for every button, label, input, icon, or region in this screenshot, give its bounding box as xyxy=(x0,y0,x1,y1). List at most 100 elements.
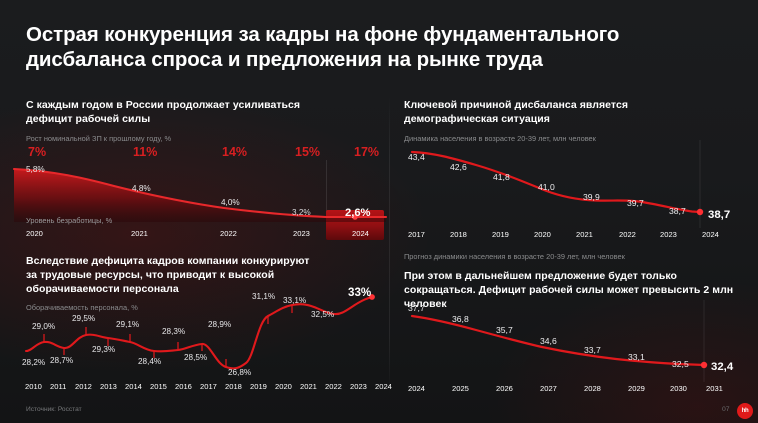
axis-tick: 2023 xyxy=(660,230,677,239)
panel-demography: Ключевой причиной дисбаланса является де… xyxy=(404,99,744,144)
axis-tick-highlight: 2024 xyxy=(702,230,719,239)
forecast-label-2031: 32,4 xyxy=(711,361,734,373)
forecast-endpoint-2031 xyxy=(700,361,708,369)
turnover-label-2010: 28,2% xyxy=(22,358,46,367)
axis-tick: 2025 xyxy=(452,384,469,393)
demography-label-2023: 38,7 xyxy=(669,206,686,216)
axis-tick: 2019 xyxy=(250,382,267,391)
unemployment-label-2024: 2,6% xyxy=(345,207,371,219)
panel-turnover: Вследствие дефицита кадров компании конк… xyxy=(26,255,384,312)
axis-tick: 2013 xyxy=(100,382,117,391)
panel-subtitle-demography: Динамика населения в возрасте 20-39 лет,… xyxy=(404,133,596,143)
chart-turnover xyxy=(24,294,375,370)
axis-tick: 2018 xyxy=(225,382,242,391)
demography-label-2021: 39,9 xyxy=(583,192,600,202)
source-note: Источник: Росстат xyxy=(26,406,82,413)
axis-tick: 2022 xyxy=(325,382,342,391)
axis-tick: 2020 xyxy=(275,382,292,391)
wage-growth-2021: 11% xyxy=(133,145,158,159)
demography-label-2019: 41,8 xyxy=(493,172,510,182)
wage-growth-2023: 15% xyxy=(295,145,321,159)
turnover-label-2018: 28,5% xyxy=(184,353,208,362)
turnover-label-2011: 29,0% xyxy=(32,322,56,331)
turnover-label-2016: 28,4% xyxy=(138,357,162,366)
axis-tick: 2022 xyxy=(619,230,636,239)
turnover-label-2013: 29,5% xyxy=(72,314,96,323)
turnover-label-2012: 28,7% xyxy=(50,356,74,365)
panel-wage-unemployment: С каждым годом в России продолжает усили… xyxy=(26,99,384,244)
demography-label-2024: 38,7 xyxy=(708,209,731,221)
highlight-divider-2024 xyxy=(326,160,327,212)
turnover-label-2020: 26,8% xyxy=(228,368,252,377)
unemployment-label-2020: 5,8% xyxy=(26,165,45,174)
axis-tick: 2012 xyxy=(75,382,92,391)
axis-tick: 2016 xyxy=(175,382,192,391)
unemployment-line xyxy=(12,167,388,219)
axis-tick: 2022 xyxy=(220,229,237,238)
axis-tick: 2020 xyxy=(534,230,551,239)
forecast-label-2025: 36,8 xyxy=(452,314,469,324)
turnover-label-2019: 28,9% xyxy=(208,320,232,329)
page-title: Острая конкуренция за кадры на фоне фунд… xyxy=(26,23,620,72)
unemployment-area xyxy=(14,169,386,222)
page-number: 07 xyxy=(722,406,730,413)
turnover-label-2017: 28,3% xyxy=(162,327,186,336)
chart-demography xyxy=(410,140,704,228)
unemployment-label-2021: 4,8% xyxy=(132,184,151,193)
wage-growth-2024: 17% xyxy=(354,145,380,159)
axis-tick: 2021 xyxy=(576,230,593,239)
axis-tick: 2023 xyxy=(293,229,310,238)
turnover-label-2023: 32,5% xyxy=(311,310,335,319)
axis-tick: 2021 xyxy=(300,382,317,391)
panel-subtitle-turnover: Оборачиваемость персонала, % xyxy=(26,302,138,312)
forecast-label-2028: 33,7 xyxy=(584,345,601,355)
axis-tick-highlight: 2024 xyxy=(375,382,392,391)
demography-endpoint-2024 xyxy=(696,208,704,216)
turnover-label-2015: 29,1% xyxy=(116,320,140,329)
panel-forecast: Прогноз динамики населения в возрасте 20… xyxy=(404,252,744,311)
forecast-line xyxy=(410,314,706,367)
wage-growth-2022: 14% xyxy=(222,145,248,159)
turnover-label-2022: 33,1% xyxy=(283,296,307,305)
axis-tick: 2028 xyxy=(584,384,601,393)
demography-label-2022: 39,7 xyxy=(627,198,644,208)
chart-unemployment xyxy=(12,167,388,222)
chart-forecast xyxy=(410,300,708,382)
demography-line xyxy=(410,150,702,214)
demography-label-2018: 42,6 xyxy=(450,162,467,172)
axis-tick: 2019 xyxy=(492,230,509,239)
panel-subtitle-wage-growth: Рост номинальной ЗП к прошлому году, % xyxy=(26,133,172,143)
demography-label-2017: 43,4 xyxy=(408,152,425,162)
axis-tick: 2021 xyxy=(131,229,148,238)
panel-heading-demography: Ключевой причиной дисбаланса является де… xyxy=(404,99,629,125)
wage-growth-2020: 7% xyxy=(28,145,47,159)
turnover-label-2014: 29,3% xyxy=(92,345,116,354)
axis-tick: 2027 xyxy=(540,384,557,393)
forecast-label-2030: 32,5 xyxy=(672,359,689,369)
axis-tick: 2010 xyxy=(25,382,42,391)
forecast-label-2027: 34,6 xyxy=(540,336,557,346)
turnover-label-2024: 33% xyxy=(348,286,372,299)
axis-tick-highlight: 2031 xyxy=(706,384,723,393)
forecast-label-2024: 37,7 xyxy=(408,303,425,313)
axis-tick: 2017 xyxy=(200,382,217,391)
panel-heading-turnover: Вследствие дефицита кадров компании конк… xyxy=(26,255,310,295)
turnover-label-2021: 31,1% xyxy=(252,292,276,301)
turnover-endpoint-2024 xyxy=(369,294,375,300)
axis-tick: 2026 xyxy=(496,384,513,393)
axis-tick: 2017 xyxy=(408,230,425,239)
panel-heading-wage-unemployment: С каждым годом в России продолжает усили… xyxy=(26,99,301,125)
axis-tick: 2014 xyxy=(125,382,142,391)
axis-tick: 2018 xyxy=(450,230,467,239)
axis-tick: 2023 xyxy=(350,382,367,391)
axis-tick: 2015 xyxy=(150,382,167,391)
unemployment-label-2023: 3,2% xyxy=(292,208,311,217)
axis-tick-highlight: 2024 xyxy=(352,229,369,238)
axis-tick: 2024 xyxy=(408,384,425,393)
panel-heading-forecast: При этом в дальнейшем предложение будет … xyxy=(404,269,734,310)
panel-subtitle-forecast: Прогноз динамики населения в возрасте 20… xyxy=(404,252,625,261)
unemployment-label-2022: 4,0% xyxy=(221,198,240,207)
axis-tick: 2030 xyxy=(670,384,687,393)
column-divider xyxy=(389,96,390,396)
